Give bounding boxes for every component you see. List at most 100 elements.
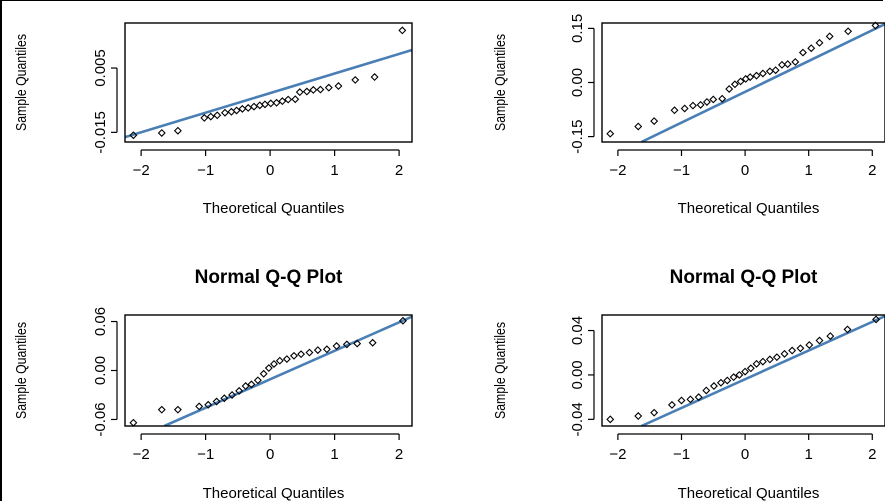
- data-point: [746, 364, 755, 373]
- data-point: [264, 364, 273, 373]
- data-point: [173, 126, 182, 135]
- reference-line: [640, 23, 885, 142]
- data-point: [272, 98, 281, 107]
- data-point: [606, 129, 615, 138]
- data-point: [398, 26, 407, 35]
- data-point: [204, 400, 213, 409]
- data-point: [752, 71, 761, 80]
- x-tick-label: 1: [330, 162, 338, 179]
- data-point: [771, 66, 780, 75]
- data-point: [332, 342, 341, 350]
- data-point: [247, 380, 256, 389]
- plot-box: [601, 314, 885, 427]
- y-axis-label: Sample Quantiles: [492, 34, 508, 131]
- x-tick-label: 2: [395, 162, 403, 179]
- y-axis-label: Sample Quantiles: [13, 322, 29, 419]
- y-tick-label: 0.00: [569, 68, 586, 97]
- data-point: [729, 373, 738, 382]
- qq-panel-1: −2 −1 0 1 2 Theoretical Quantiles -0.015 0.005 S…: [13, 22, 413, 217]
- x-tick-label: 0: [266, 162, 274, 179]
- x-tick-label: 2: [395, 446, 403, 463]
- data-point: [805, 340, 814, 349]
- data-point: [765, 67, 774, 76]
- data-point: [680, 104, 689, 113]
- data-point: [322, 345, 331, 354]
- data-point: [398, 316, 407, 325]
- y-tick-label: -0.04: [569, 402, 586, 436]
- data-point: [723, 376, 732, 385]
- y-tick-label: 0.00: [569, 360, 586, 389]
- data-point: [696, 100, 705, 109]
- data-point: [752, 359, 761, 368]
- data-point: [807, 44, 816, 53]
- data-point: [730, 80, 739, 89]
- x-tick-label: 2: [868, 162, 876, 179]
- data-point: [275, 356, 284, 365]
- data-point: [220, 108, 229, 117]
- data-point: [826, 332, 835, 341]
- data-point: [718, 94, 727, 103]
- x-tick-label: −2: [133, 446, 150, 463]
- data-point: [694, 393, 703, 402]
- data-point: [758, 357, 767, 366]
- data-point: [736, 77, 745, 86]
- data-point: [791, 57, 800, 66]
- data-point: [758, 69, 767, 78]
- y-axis-label: Sample Quantiles: [13, 34, 29, 131]
- data-point: [302, 87, 311, 96]
- data-point: [746, 73, 755, 82]
- data-point: [688, 101, 697, 110]
- data-point: [297, 350, 306, 359]
- data-point: [324, 83, 333, 92]
- data-point: [777, 60, 786, 69]
- data-point: [266, 99, 275, 108]
- x-tick-label: −1: [673, 162, 690, 179]
- data-point: [305, 348, 314, 357]
- reference-line: [163, 315, 412, 426]
- data-point: [796, 344, 805, 353]
- x-axis-label: Theoretical Quantiles: [678, 485, 820, 502]
- y-tick-label: 0.06: [92, 307, 109, 336]
- data-point: [220, 394, 229, 403]
- data-point: [772, 353, 781, 362]
- data-point: [815, 38, 824, 47]
- data-point: [278, 97, 287, 106]
- data-point: [282, 355, 291, 364]
- data-point: [241, 382, 250, 390]
- x-tick-label: 1: [330, 446, 338, 463]
- data-point: [798, 48, 807, 57]
- qq-panel-2: −2 −1 0 1 2 Theoretical Quantiles -0.15 0.00 0.1…: [492, 14, 885, 217]
- x-tick-label: 0: [266, 446, 274, 463]
- x-tick-label: −2: [609, 446, 626, 463]
- plot-box: [124, 22, 413, 143]
- data-point: [709, 382, 718, 391]
- data-point: [212, 397, 221, 406]
- data-point: [783, 60, 792, 69]
- data-point: [313, 346, 322, 355]
- y-tick-label: -0.15: [569, 119, 586, 153]
- data-point: [353, 339, 362, 348]
- data-point: [735, 370, 744, 379]
- x-tick-label: −1: [197, 446, 214, 463]
- data-point: [370, 73, 379, 82]
- data-point: [295, 88, 304, 97]
- data-point: [250, 102, 258, 111]
- data-point: [670, 106, 679, 115]
- data-point: [253, 376, 262, 385]
- data-point: [316, 85, 325, 94]
- data-point: [825, 32, 834, 41]
- data-point: [129, 131, 138, 140]
- reference-line: [640, 315, 885, 426]
- data-point: [667, 400, 676, 409]
- data-point: [342, 340, 351, 349]
- data-point: [244, 103, 253, 112]
- data-point: [235, 386, 244, 395]
- data-point: [289, 351, 298, 360]
- y-tick-label: -0.06: [92, 402, 109, 436]
- y-tick-label: 0.005: [92, 49, 109, 87]
- data-point: [291, 95, 300, 104]
- data-point: [270, 359, 278, 368]
- data-point: [157, 405, 166, 414]
